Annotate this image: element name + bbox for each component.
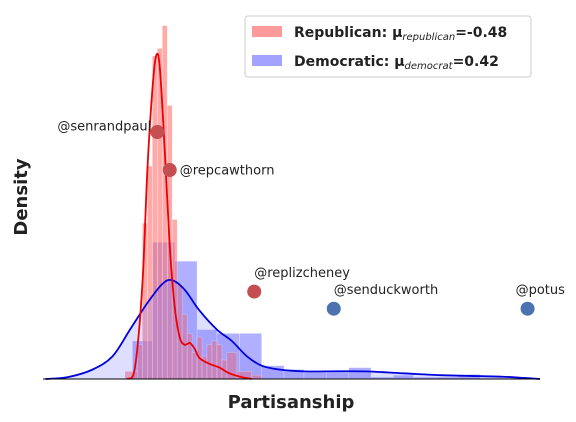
point-senrandpaul [150, 125, 165, 139]
annotated-points [150, 125, 535, 316]
annotation-label-potus: @potus [516, 283, 566, 298]
y-axis-label: Density [11, 158, 32, 235]
point-repcawthorn [162, 163, 177, 177]
legend: Republican: μrepublican=-0.48 Democratic:… [244, 15, 532, 78]
annotation-label-repcawthorn: @repcawthorn [180, 164, 275, 179]
x-axis-label: Partisanship [228, 392, 355, 413]
point-potus [520, 301, 535, 316]
annotation-label-replizcheney: @replizcheney [254, 266, 350, 281]
density-curves [45, 52, 541, 380]
annotation-labels: @senrandpaul @repcawthorn @replizcheney @se… [57, 120, 565, 299]
point-replizcheney [247, 284, 262, 299]
democratic-kde-fill [45, 279, 540, 379]
legend-swatch-democratic [252, 55, 282, 66]
annotation-label-senduckworth: @senduckworth [334, 283, 438, 298]
democratic-kde-line [45, 278, 541, 380]
annotation-label-senrandpaul: @senrandpaul [57, 120, 151, 135]
legend-frame [244, 15, 532, 78]
point-senduckworth [326, 301, 341, 316]
legend-swatch-republican [252, 26, 282, 37]
legend-entry-republican: Republican: μrepublican=-0.48 [294, 25, 507, 43]
legend-entry-democratic: Democratic: μdemocrat=0.42 [294, 54, 499, 72]
republican-kde-line [126, 52, 252, 380]
